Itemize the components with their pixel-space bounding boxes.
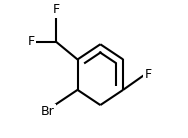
Text: F: F [27,35,34,48]
Text: F: F [52,3,60,16]
Text: F: F [145,68,152,81]
Text: Br: Br [41,105,55,118]
